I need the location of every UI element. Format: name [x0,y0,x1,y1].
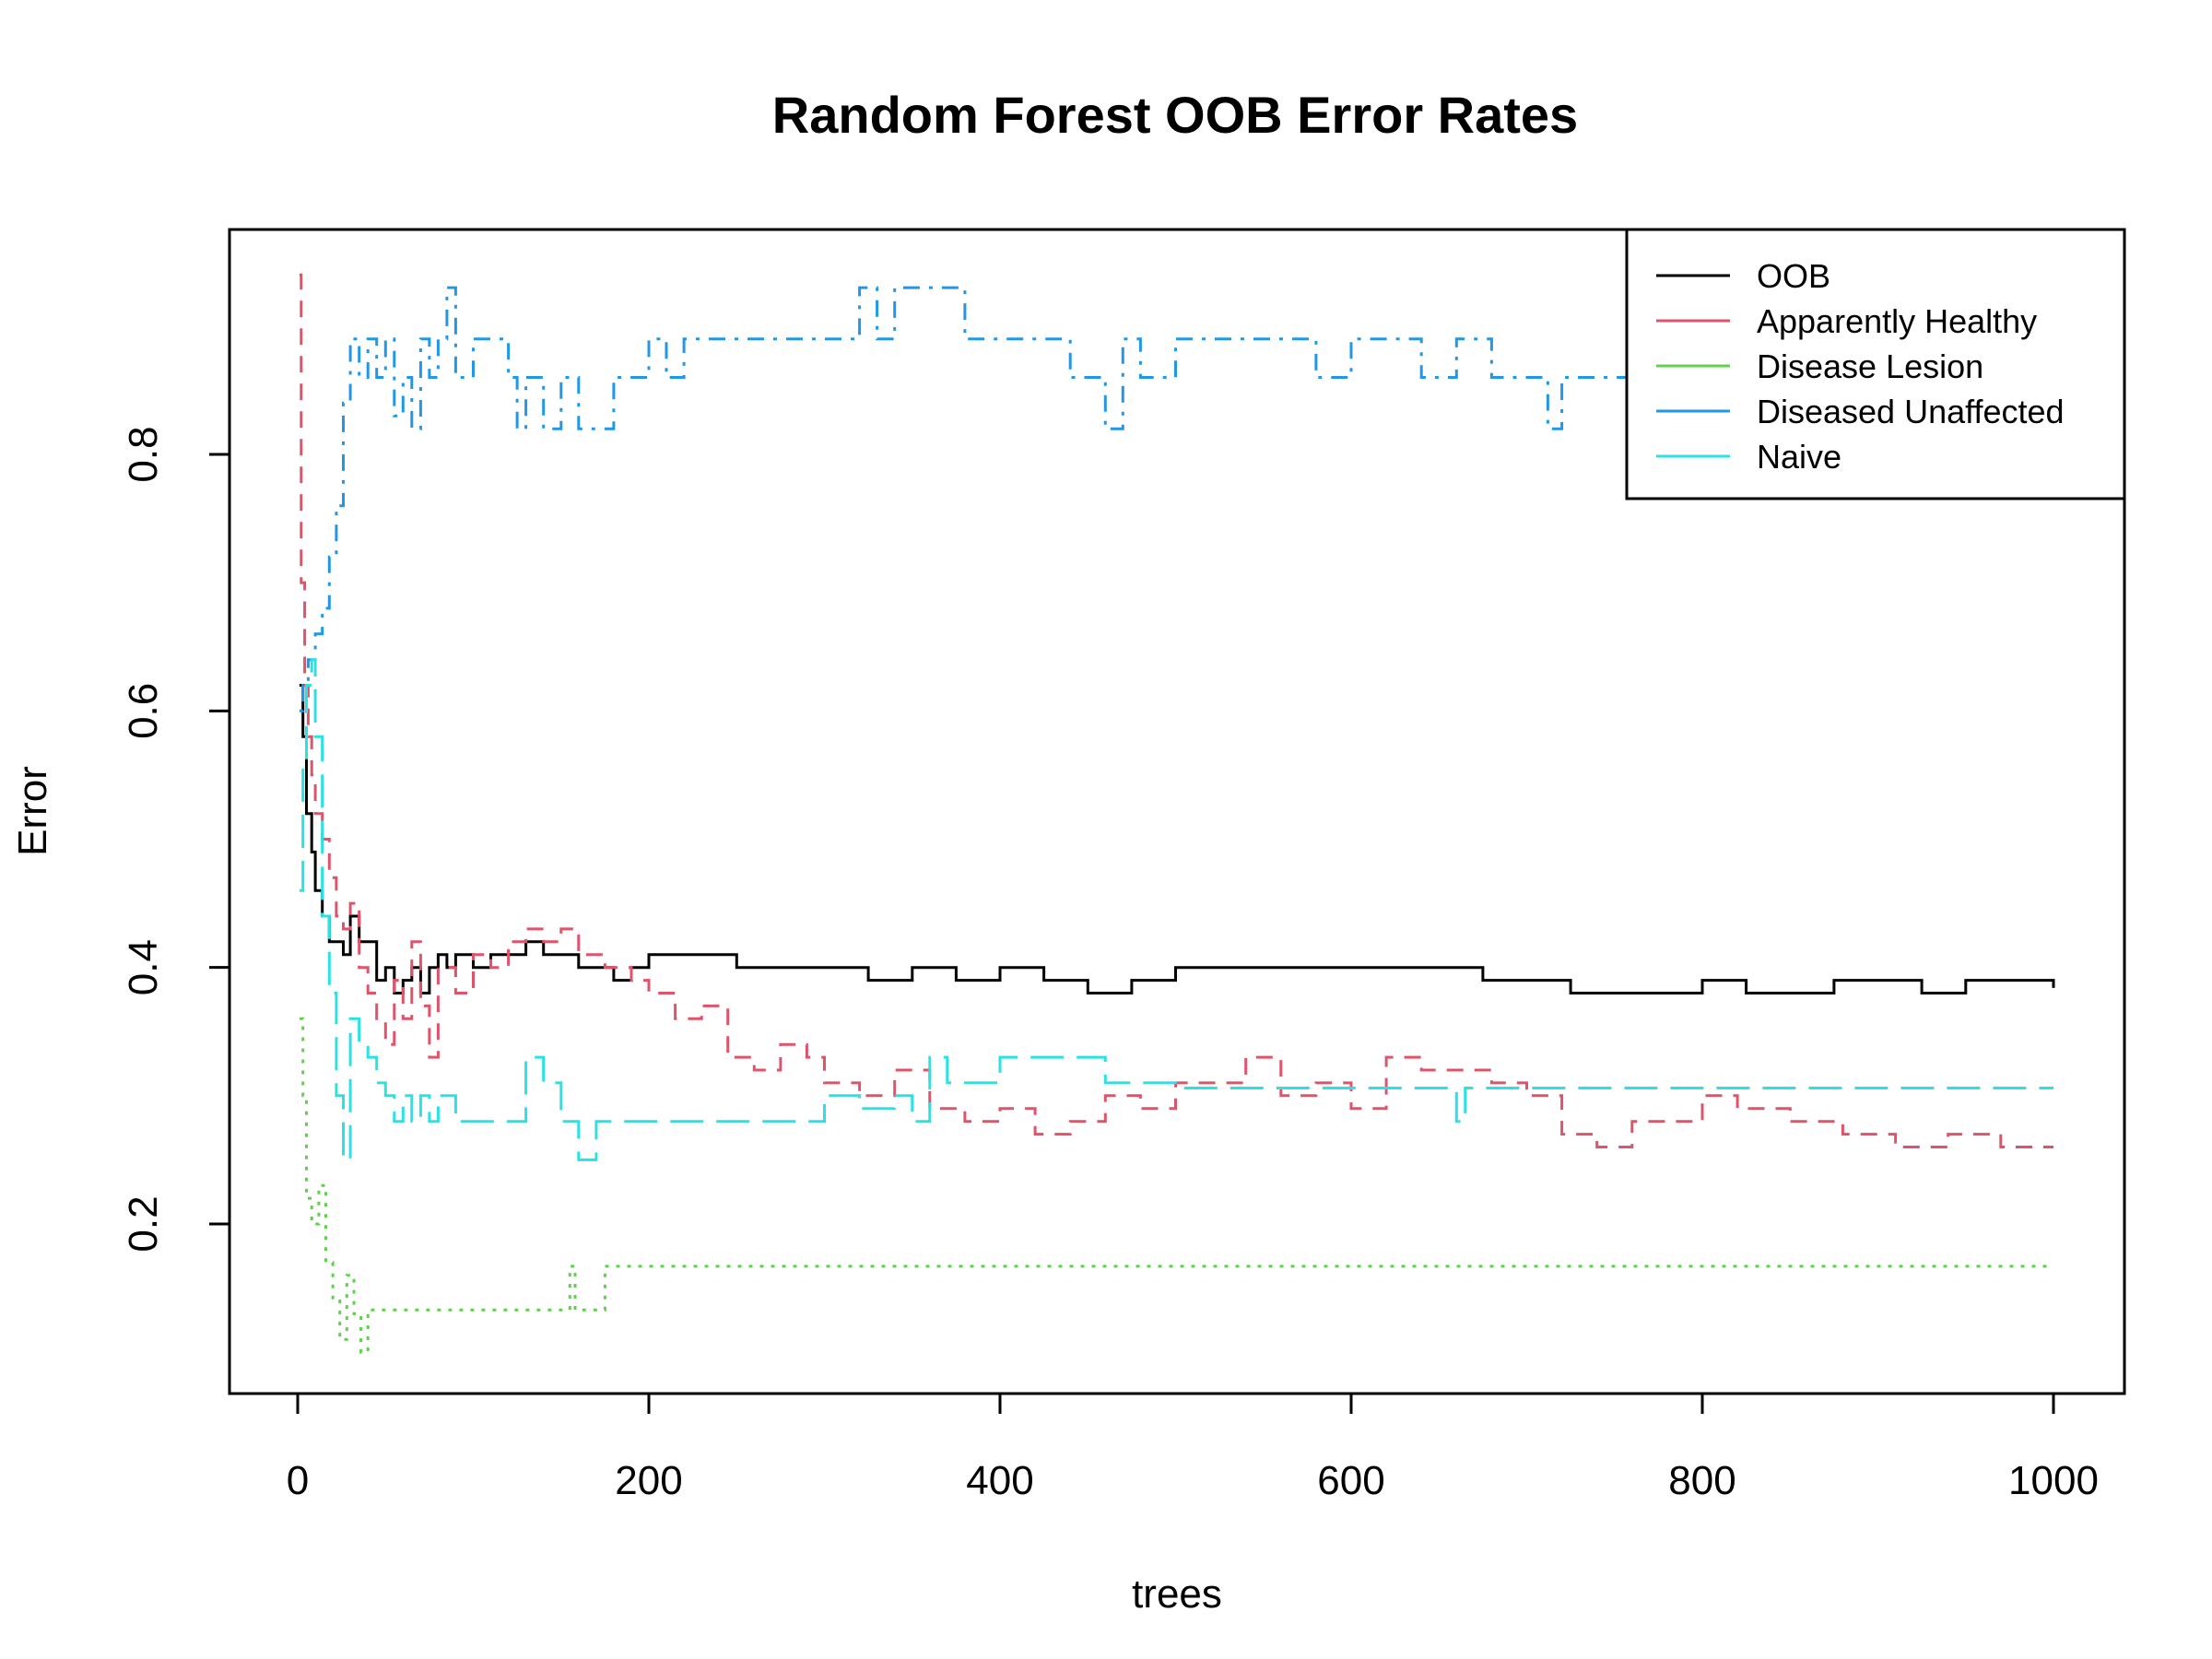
series-layer [299,273,2055,1354]
series-line-naive [299,658,2053,1161]
y-tick-label: 0.6 [121,683,166,739]
legend-label: Apparently Healthy [1757,302,2037,340]
legend-label: Disease Lesion [1757,347,1983,385]
legend-label: Diseased Unaffected [1757,393,2065,430]
x-axis: 0 200 400 600 800 1000 [287,1392,2099,1503]
y-tick-label: 0.8 [121,426,166,482]
series-line-disease-lesion [299,1017,2053,1354]
series-line-apparently-healthy [299,273,2053,1148]
x-tick-label: 200 [615,1458,682,1503]
y-axis: 0.2 0.4 0.6 0.8 [121,426,231,1253]
y-tick-label: 0.4 [121,939,166,995]
legend-label: Naive [1757,438,1841,476]
chart-title: Random Forest OOB Error Rates [772,86,1578,144]
x-tick-label: 1000 [2008,1458,2099,1503]
y-axis-label: Error [10,766,55,856]
series-line-diseased-unaffected [299,286,1702,712]
x-tick-label: 400 [966,1458,1033,1503]
x-axis-label: trees [1132,1571,1222,1617]
y-tick-label: 0.2 [121,1195,166,1252]
series-line-oob [299,684,2055,994]
x-tick-label: 0 [287,1458,309,1503]
x-tick-label: 600 [1317,1458,1384,1503]
legend: OOB Apparently Healthy Disease Lesion Disea… [1625,228,2126,500]
x-tick-label: 800 [1668,1458,1735,1503]
legend-label: OOB [1757,257,1830,295]
